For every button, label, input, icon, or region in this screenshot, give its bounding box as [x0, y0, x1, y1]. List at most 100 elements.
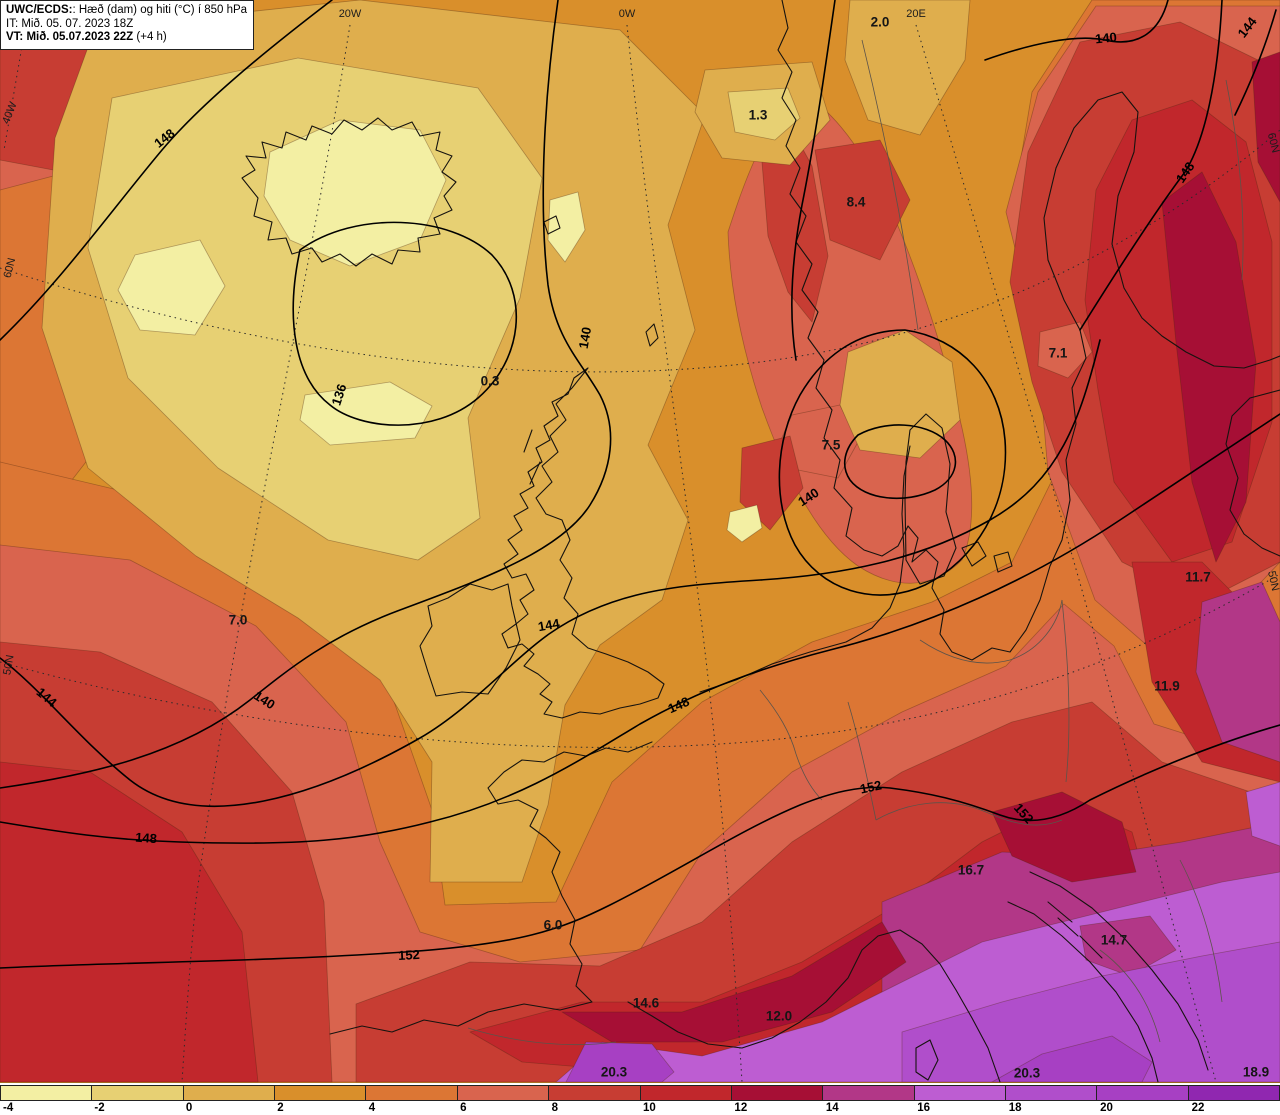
valid-time-offset: (+4 h): [133, 31, 167, 44]
colorbar: -4 -2 0 2 4 6 8 10 12 14 16 18 20 22: [0, 1083, 1280, 1115]
graticule-label: 50N: [1, 654, 16, 676]
contour-height-label: 152: [398, 947, 420, 963]
contour-144-ne: [1234, 9, 1277, 116]
coast-north-sea-south: [699, 445, 911, 693]
colorbar-cell: [457, 1086, 550, 1100]
graticule-lines: [0, 0, 1280, 1083]
colorbar-cell: [1005, 1086, 1098, 1100]
temperature-value-label: 2.0: [871, 15, 890, 30]
temperature-value-label: 6.0: [544, 918, 563, 933]
contour-height-label: 144: [537, 616, 562, 635]
title-line-3: VT: Mið. 05.07.2023 22Z (+4 h): [6, 31, 247, 45]
contour-height-label: 140: [576, 326, 595, 350]
coast-baltic-east: [1225, 389, 1280, 557]
coast-denmark: [904, 413, 957, 585]
colorbar-tick: 6: [460, 1102, 467, 1114]
coast-shetland: [645, 323, 659, 347]
country-borders: [467, 39, 1244, 1046]
coast-corsica: [915, 1039, 939, 1081]
temp-region: [726, 504, 763, 543]
temperature-value-label: 11.9: [1154, 679, 1180, 694]
temp-region: [814, 139, 911, 261]
colorbar-tick: 22: [1191, 1102, 1205, 1114]
coast-croatian-islands: [1047, 901, 1103, 959]
colorbar-cell: [1097, 1086, 1189, 1100]
temperature-value-label: 20.3: [1014, 1066, 1041, 1081]
colorbar-cell: [731, 1086, 824, 1100]
temperature-value-label: 7.0: [229, 613, 248, 628]
contour-height-label: 152: [859, 777, 883, 796]
temp-region: [901, 941, 1280, 1083]
temperature-value-label: 11.7: [1185, 570, 1211, 585]
coastlines: [241, 0, 1280, 1083]
contour-140-denmark: [778, 329, 1007, 596]
graticule-label: 60N: [1265, 132, 1280, 155]
temperature-value-label: 1.3: [749, 108, 768, 123]
contour-148-ne: [1079, 0, 1223, 331]
temperature-value-label: 20.3: [601, 1065, 628, 1080]
coast-iceland: [241, 117, 457, 267]
temp-region: [117, 239, 226, 336]
temperature-value-label: 16.7: [958, 863, 984, 878]
contour-148-nw: [0, 0, 333, 341]
temp-region: [839, 329, 961, 459]
contour-height-label: 148: [135, 830, 158, 846]
colorbar-tick: -4: [3, 1102, 14, 1114]
meridian-20w: [181, 24, 351, 1083]
valid-time: VT: Mið. 05.07.2023 22Z: [6, 31, 134, 44]
temp-region: [991, 791, 1137, 883]
meridian-40w: [3, 0, 31, 151]
colorbar-cell: [92, 1086, 184, 1100]
colorbar-cell: [914, 1086, 1006, 1100]
contour-144: [0, 339, 1101, 807]
contour-denmark-inner: [843, 424, 957, 500]
weather-map: 2.0 1.3 8.4 0.3 7.1 7.5 7.0 11.7 11.9 6.0 16.7 14.7…: [0, 0, 1280, 1083]
temperature-value-label: 18.9: [1243, 1065, 1269, 1080]
colorbar-tick: -2: [94, 1102, 105, 1114]
coast-faroe: [543, 215, 561, 235]
colorbar-cell: [640, 1086, 732, 1100]
meridian-20e: [915, 24, 1217, 1083]
colorbar-cell: [183, 1086, 276, 1100]
colorbar-tick: 0: [185, 1102, 193, 1114]
coast-adriatic-east: [1029, 871, 1209, 1071]
temperature-value-label: 14.7: [1101, 933, 1127, 948]
title-product: UWC/ECDS:: [6, 4, 73, 16]
contour-152: [0, 724, 1280, 969]
temp-region: [561, 921, 907, 1043]
temperature-field: [0, 0, 1280, 1083]
temperature-value-label: 12.0: [766, 1009, 792, 1024]
temp-region: [1245, 781, 1280, 847]
colorbar-tick: 2: [277, 1102, 284, 1114]
graticule-label: 20W: [339, 8, 362, 20]
temp-region: [1251, 51, 1280, 203]
coast-adriatic-west: [1007, 901, 1159, 1083]
graticule-label: 20E: [906, 8, 926, 20]
coast-france-iberia: [329, 741, 653, 1035]
contour-height-label: 140: [1094, 29, 1117, 46]
temp-region: [1195, 581, 1280, 763]
temperature-value-label: 8.4: [847, 195, 866, 210]
contour-148-south: [0, 413, 1280, 844]
contour-136: [292, 221, 518, 426]
colorbar-tick: 18: [1008, 1102, 1022, 1114]
title-parameter: : Hæð (dam) og hiti (°C) í 850 hPa: [72, 4, 248, 16]
parallel-50n: [0, 573, 1280, 748]
colorbar-tick: 10: [643, 1102, 656, 1114]
coast-scandinavia: [777, 0, 1280, 661]
colorbar-tick: 4: [368, 1102, 376, 1114]
colorbar-tick: 12: [734, 1102, 748, 1114]
coast-danish-isles: [961, 541, 1013, 573]
coast-mediterranean: [627, 929, 1001, 1083]
title-line-2: IT: Mið. 05. 07. 2023 18Z: [6, 17, 134, 30]
coast-hebrides: [523, 429, 541, 485]
colorbar-ticks: -4 -2 0 2 4 6 8 10 12 14 16 18 20 22: [0, 1102, 1280, 1115]
temp-region: [1037, 321, 1093, 379]
colorbar-cells: [0, 1085, 1280, 1101]
temp-region: [727, 87, 801, 141]
colorbar-cell: [823, 1086, 915, 1100]
coast-great-britain: [501, 367, 665, 719]
coast-ireland: [419, 583, 521, 697]
colorbar-tick: 14: [825, 1102, 839, 1114]
